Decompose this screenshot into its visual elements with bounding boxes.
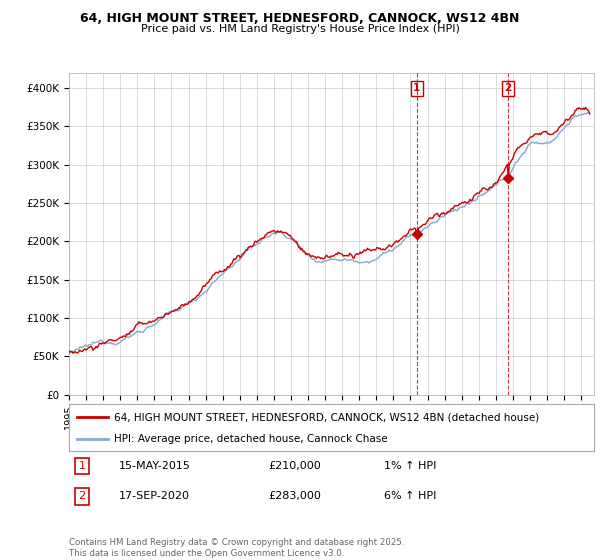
Text: 64, HIGH MOUNT STREET, HEDNESFORD, CANNOCK, WS12 4BN (detached house): 64, HIGH MOUNT STREET, HEDNESFORD, CANNO… (113, 412, 539, 422)
Text: 64, HIGH MOUNT STREET, HEDNESFORD, CANNOCK, WS12 4BN: 64, HIGH MOUNT STREET, HEDNESFORD, CANNO… (80, 12, 520, 25)
Text: 17-SEP-2020: 17-SEP-2020 (119, 492, 190, 501)
Text: 2: 2 (79, 492, 86, 501)
Text: 2: 2 (505, 83, 512, 93)
Text: 6% ↑ HPI: 6% ↑ HPI (384, 492, 436, 501)
Text: 15-MAY-2015: 15-MAY-2015 (119, 461, 191, 470)
Text: £283,000: £283,000 (269, 492, 322, 501)
Text: Price paid vs. HM Land Registry's House Price Index (HPI): Price paid vs. HM Land Registry's House … (140, 24, 460, 34)
Text: £210,000: £210,000 (269, 461, 321, 470)
Text: 1: 1 (413, 83, 421, 93)
Text: 1% ↑ HPI: 1% ↑ HPI (384, 461, 436, 470)
Text: Contains HM Land Registry data © Crown copyright and database right 2025.
This d: Contains HM Land Registry data © Crown c… (69, 538, 404, 558)
Text: 1: 1 (79, 461, 85, 470)
Text: HPI: Average price, detached house, Cannock Chase: HPI: Average price, detached house, Cann… (113, 434, 387, 444)
